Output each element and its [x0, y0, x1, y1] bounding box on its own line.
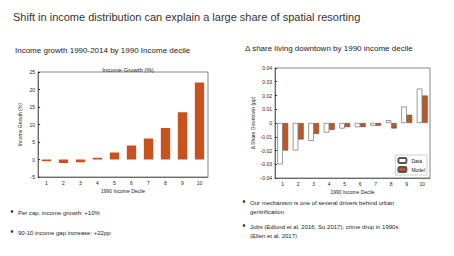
- svg-text:-0.04: -0.04: [261, 175, 273, 181]
- svg-text:0: 0: [32, 157, 35, 163]
- svg-text:1990 Income Decile: 1990 Income Decile: [330, 189, 374, 195]
- svg-text:-0.01: -0.01: [261, 134, 273, 140]
- svg-text:5: 5: [113, 180, 116, 186]
- svg-text:10: 10: [419, 181, 425, 187]
- svg-text:Income Growth (%): Income Growth (%): [102, 67, 154, 73]
- svg-text:0.04: 0.04: [262, 65, 272, 71]
- svg-text:20: 20: [29, 87, 35, 93]
- svg-text:7: 7: [374, 181, 377, 187]
- svg-text:1: 1: [281, 181, 284, 187]
- svg-text:15: 15: [29, 104, 35, 110]
- svg-text:7: 7: [147, 180, 150, 186]
- svg-text:10: 10: [29, 122, 35, 128]
- svg-text:6: 6: [130, 180, 133, 186]
- svg-text:5: 5: [343, 181, 346, 187]
- svg-text:Per cap. income growth: +10%: Per cap. income growth: +10%: [18, 210, 101, 216]
- svg-text:2: 2: [62, 180, 65, 186]
- svg-text:Our mechanism is one of severa: Our mechanism is one of several drivers …: [250, 200, 396, 206]
- svg-text:0.03: 0.03: [262, 79, 272, 85]
- svg-text:3: 3: [312, 181, 315, 187]
- svg-text:Income growth 1990-2014 by 199: Income growth 1990-2014 by 1990 Income d…: [15, 46, 191, 55]
- svg-text:8: 8: [390, 181, 393, 187]
- svg-text:Δ Share Downtown (pp): Δ Share Downtown (pp): [250, 96, 256, 149]
- svg-text:0.02: 0.02: [262, 93, 272, 99]
- svg-text:Δ share living downtown by 199: Δ share living downtown by 1990 income d…: [245, 44, 413, 53]
- svg-text:Jobs (Edlund et al. 2016, Su 2: Jobs (Edlund et al. 2016, Su 2017), crim…: [250, 224, 400, 230]
- svg-text:90-10 income gap increase: +22: 90-10 income gap increase: +22pp: [18, 230, 111, 236]
- svg-text:gentrification: gentrification: [250, 209, 284, 215]
- svg-text:Shift in income distribution c: Shift in income distribution can explain…: [13, 11, 360, 23]
- svg-text:4: 4: [96, 180, 99, 186]
- svg-text:2: 2: [297, 181, 300, 187]
- svg-text:0.01: 0.01: [262, 106, 272, 112]
- svg-text:-5: -5: [31, 174, 36, 180]
- svg-text:8: 8: [164, 180, 167, 186]
- svg-text:1: 1: [45, 180, 48, 186]
- svg-text:Income Growth (%): Income Growth (%): [17, 103, 23, 146]
- svg-text:9: 9: [181, 180, 184, 186]
- svg-text:(Ellen et al. 2017): (Ellen et al. 2017): [250, 233, 297, 239]
- svg-text:6: 6: [359, 181, 362, 187]
- svg-text:4: 4: [328, 181, 331, 187]
- svg-text:9: 9: [405, 181, 408, 187]
- svg-text:Model: Model: [411, 167, 425, 173]
- svg-text:3: 3: [79, 180, 82, 186]
- svg-text:10: 10: [197, 180, 203, 186]
- svg-text:5: 5: [32, 139, 35, 145]
- svg-text:25: 25: [29, 69, 35, 75]
- svg-text:-0.03: -0.03: [261, 161, 273, 167]
- svg-text:-0.02: -0.02: [261, 148, 273, 154]
- svg-text:Data: Data: [411, 158, 422, 164]
- svg-text:0: 0: [269, 120, 272, 126]
- svg-text:1990 Income Decile: 1990 Income Decile: [101, 188, 145, 194]
